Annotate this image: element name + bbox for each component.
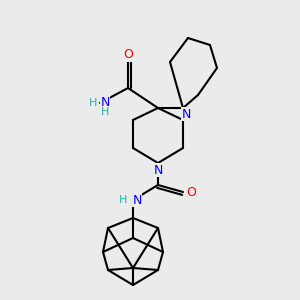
Text: N: N (132, 194, 142, 206)
Text: N: N (153, 164, 163, 176)
Text: N: N (181, 107, 191, 121)
Text: O: O (123, 49, 133, 62)
Text: H: H (101, 107, 109, 117)
Text: N: N (100, 97, 110, 110)
Text: O: O (186, 185, 196, 199)
Text: H: H (118, 195, 127, 205)
Text: H: H (88, 98, 97, 108)
